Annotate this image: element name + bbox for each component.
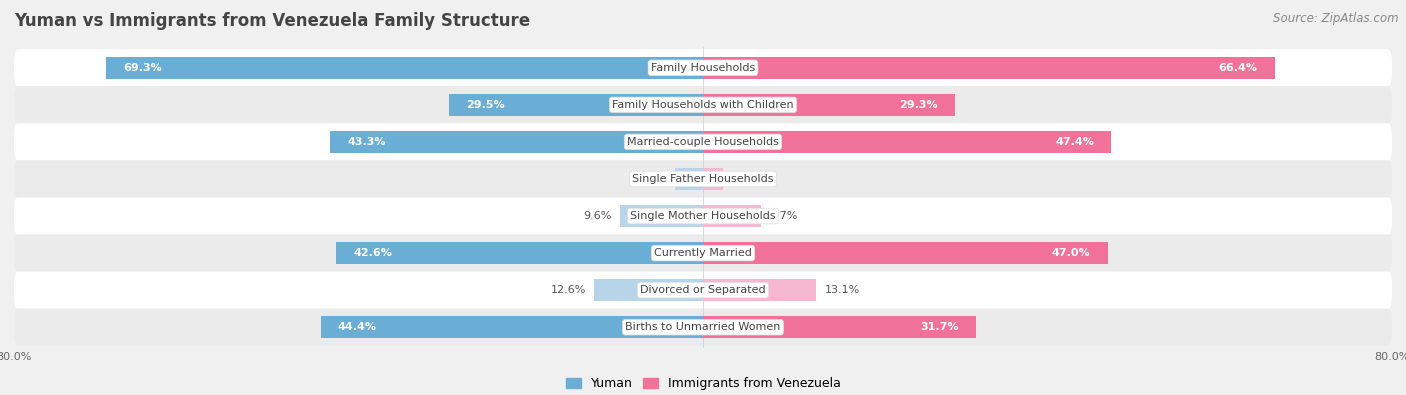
Bar [620, 205, 703, 227]
FancyBboxPatch shape [14, 123, 1392, 160]
Text: 47.4%: 47.4% [1054, 137, 1094, 147]
Text: 42.6%: 42.6% [353, 248, 392, 258]
Text: Source: ZipAtlas.com: Source: ZipAtlas.com [1274, 12, 1399, 25]
Text: Married-couple Households: Married-couple Households [627, 137, 779, 147]
Text: 47.0%: 47.0% [1052, 248, 1091, 258]
Text: 12.6%: 12.6% [551, 285, 586, 295]
Bar [703, 168, 723, 190]
Bar [703, 131, 1111, 153]
Bar [107, 56, 703, 79]
Text: 6.7%: 6.7% [769, 211, 797, 221]
Text: Single Father Households: Single Father Households [633, 174, 773, 184]
Bar [703, 279, 815, 301]
Text: 43.3%: 43.3% [347, 137, 385, 147]
Text: 44.4%: 44.4% [337, 322, 377, 332]
Text: 3.3%: 3.3% [638, 174, 666, 184]
Text: 66.4%: 66.4% [1219, 63, 1257, 73]
Legend: Yuman, Immigrants from Venezuela: Yuman, Immigrants from Venezuela [561, 372, 845, 395]
FancyBboxPatch shape [14, 87, 1392, 123]
Text: Yuman vs Immigrants from Venezuela Family Structure: Yuman vs Immigrants from Venezuela Famil… [14, 12, 530, 30]
Bar [595, 279, 703, 301]
Text: 29.3%: 29.3% [900, 100, 938, 110]
Text: Single Mother Households: Single Mother Households [630, 211, 776, 221]
FancyBboxPatch shape [14, 49, 1392, 87]
Text: 29.5%: 29.5% [467, 100, 505, 110]
Text: 31.7%: 31.7% [921, 322, 959, 332]
Text: Births to Unmarried Women: Births to Unmarried Women [626, 322, 780, 332]
FancyBboxPatch shape [14, 198, 1392, 235]
Bar [703, 316, 976, 339]
Text: 13.1%: 13.1% [824, 285, 859, 295]
Bar [449, 94, 703, 116]
Bar [336, 242, 703, 264]
Text: Divorced or Separated: Divorced or Separated [640, 285, 766, 295]
Text: 2.3%: 2.3% [731, 174, 759, 184]
FancyBboxPatch shape [14, 235, 1392, 272]
FancyBboxPatch shape [14, 272, 1392, 308]
Bar [703, 56, 1275, 79]
Bar [703, 242, 1108, 264]
FancyBboxPatch shape [14, 308, 1392, 346]
Text: 69.3%: 69.3% [124, 63, 162, 73]
Text: Family Households with Children: Family Households with Children [612, 100, 794, 110]
Bar [330, 131, 703, 153]
FancyBboxPatch shape [14, 160, 1392, 198]
Text: Family Households: Family Households [651, 63, 755, 73]
Bar [321, 316, 703, 339]
Bar [703, 94, 955, 116]
Bar [675, 168, 703, 190]
Text: 9.6%: 9.6% [583, 211, 612, 221]
Bar [703, 205, 761, 227]
Text: Currently Married: Currently Married [654, 248, 752, 258]
